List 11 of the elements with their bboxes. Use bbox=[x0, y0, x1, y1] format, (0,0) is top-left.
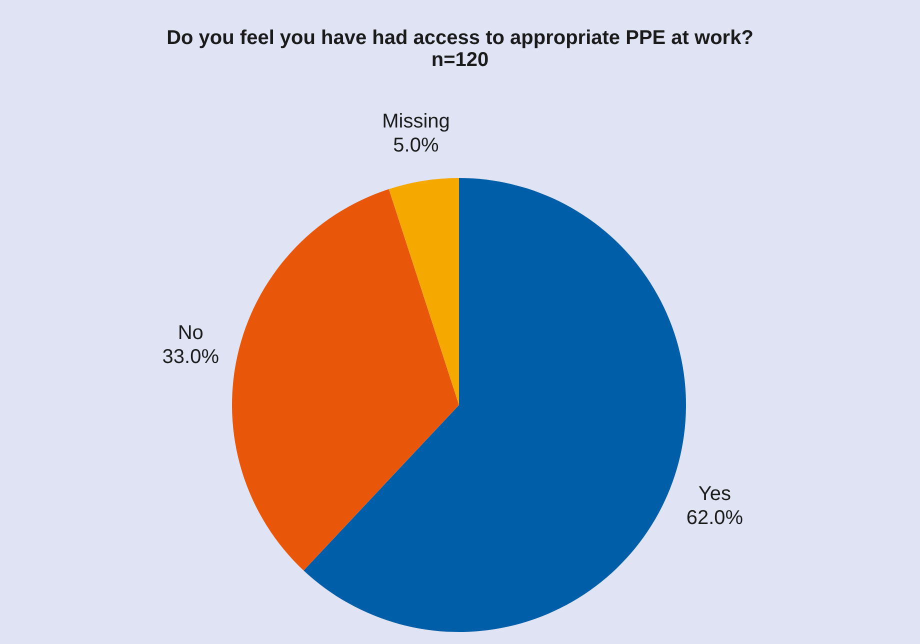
chart-subtitle: n=120 bbox=[431, 49, 489, 71]
data-label: 33.0% bbox=[162, 346, 220, 368]
pie-slice bbox=[232, 189, 459, 570]
data-label: 62.0% bbox=[686, 507, 744, 530]
slice-label: Missing bbox=[382, 110, 450, 132]
pie-slice bbox=[388, 178, 459, 405]
pie-slice bbox=[304, 178, 686, 632]
slice-label: No bbox=[178, 322, 204, 344]
chart-title: Do you feel you have had access to appropriate PPE at work? bbox=[166, 27, 754, 49]
slice-label: Yes bbox=[698, 483, 732, 506]
data-label: 5.0% bbox=[393, 134, 439, 156]
